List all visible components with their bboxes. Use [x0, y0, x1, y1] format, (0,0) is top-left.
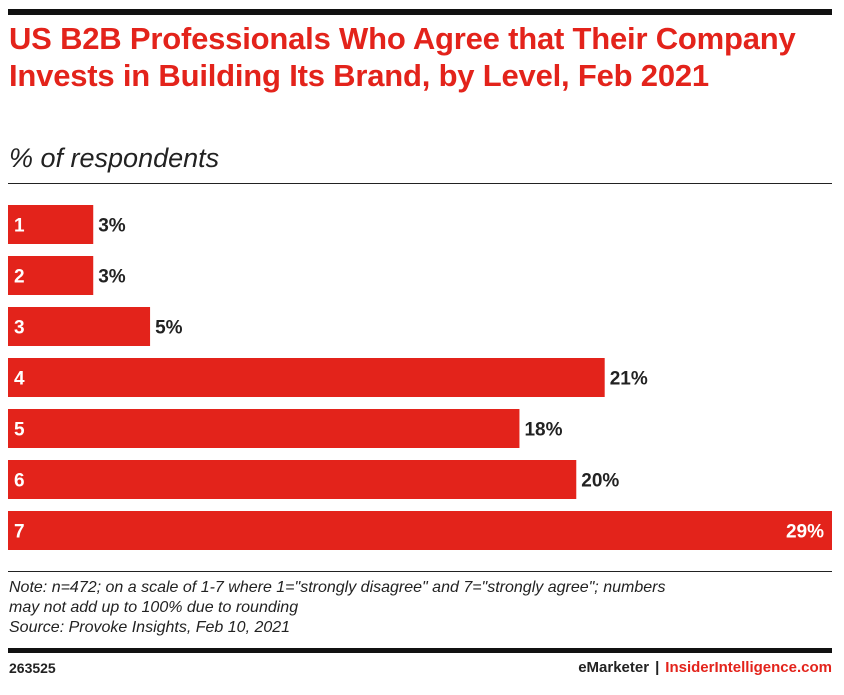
subtitle-divider [8, 183, 832, 184]
category-label-7: 7 [14, 522, 25, 543]
category-label-1: 1 [14, 216, 25, 237]
value-label-3: 5% [155, 318, 183, 339]
bar-5 [8, 409, 520, 448]
category-label-3: 3 [14, 318, 25, 339]
bar-4 [8, 358, 605, 397]
chart-notes: Note: n=472; on a scale of 1-7 where 1="… [9, 578, 834, 638]
bar-3 [8, 307, 151, 346]
bar-2 [8, 256, 94, 295]
brand-footer: eMarketer | InsiderIntelligence.com [578, 659, 832, 676]
brand-insider-intelligence: InsiderIntelligence.com [665, 659, 832, 676]
brand-separator: | [655, 659, 660, 676]
category-label-5: 5 [14, 420, 25, 441]
source-line: Source: Provoke Insights, Feb 10, 2021 [9, 619, 291, 636]
category-label-2: 2 [14, 267, 25, 288]
value-label-2: 3% [98, 267, 126, 288]
notes-divider [8, 571, 832, 572]
value-label-7: 29% [786, 522, 824, 543]
category-label-4: 4 [14, 369, 25, 390]
bar-7 [8, 511, 832, 550]
brand-emarketer: eMarketer [578, 659, 650, 676]
bar-1 [8, 205, 94, 244]
category-label-6: 6 [14, 471, 25, 492]
value-label-6: 20% [581, 471, 619, 492]
value-label-1: 3% [98, 216, 126, 237]
value-label-5: 18% [524, 420, 562, 441]
footer-rule [8, 648, 832, 653]
chart-subtitle: % of respondents [9, 143, 220, 173]
note-line-1: Note: n=472; on a scale of 1-7 where 1="… [9, 579, 666, 596]
chart-title: US B2B Professionals Who Agree that Thei… [9, 21, 796, 93]
note-line-2: may not add up to 100% due to rounding [9, 599, 299, 616]
bar-chart: 1 3% 2 3% 3 5% 4 21% 5 18% 6 20% 7 29% [8, 205, 832, 550]
bar-6 [8, 460, 577, 499]
chart-id: 263525 [9, 660, 56, 676]
value-label-4: 21% [610, 369, 648, 390]
top-rule [8, 9, 832, 15]
